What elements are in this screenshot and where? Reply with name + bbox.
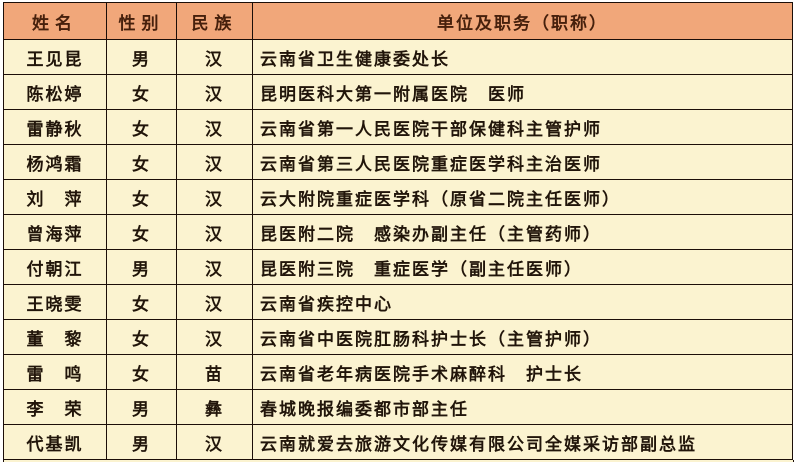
cell-ethnicity: 汉 (176, 74, 253, 110)
table-row: 雷静秋 女 汉 云南省第一人民医院干部保健科主管护师 (3, 109, 793, 145)
cell-unit: 云大附院重症医学科（原省二院主任医师） (252, 179, 793, 215)
cell-name: 王见昆 (3, 39, 107, 75)
cell-name: 雷 鸣 (3, 354, 107, 390)
roster-table: 姓名 性别 民族 单位及职务（职称） 王见昆 男 汉 云南省卫生健康委处长 陈松… (3, 2, 793, 460)
cell-gender: 女 (106, 74, 177, 110)
cell-name: 雷静秋 (3, 109, 107, 145)
cell-unit: 云南省中医院肛肠科护士长（主管护师） (252, 319, 793, 355)
table-row: 陈松婷 女 汉 昆明医科大第一附属医院 医师 (3, 74, 793, 110)
cell-ethnicity: 汉 (176, 284, 253, 320)
cell-gender: 女 (106, 144, 177, 180)
cell-gender: 男 (106, 424, 177, 460)
table-row: 代基凯 男 汉 云南就爱去旅游文化传媒有限公司全媒采访部副总监 (3, 424, 793, 460)
partial-next-row (3, 460, 794, 462)
cell-gender: 女 (106, 354, 177, 390)
cell-unit: 昆明医科大第一附属医院 医师 (252, 74, 793, 110)
cell-name: 刘 萍 (3, 179, 107, 215)
cell-gender: 女 (106, 284, 177, 320)
cell-gender: 男 (106, 389, 177, 425)
cell-ethnicity: 汉 (176, 179, 253, 215)
cell-unit: 云南省老年病医院手术麻醉科 护士长 (252, 354, 793, 390)
cell-ethnicity: 苗 (176, 354, 253, 390)
cell-ethnicity: 汉 (176, 249, 253, 285)
cell-name: 曾海萍 (3, 214, 107, 250)
cell-ethnicity: 汉 (176, 109, 253, 145)
cell-gender: 女 (106, 214, 177, 250)
cell-name: 代基凯 (3, 424, 107, 460)
cell-name: 董 黎 (3, 319, 107, 355)
column-header-ethnicity: 民族 (176, 2, 253, 40)
cell-gender: 女 (106, 319, 177, 355)
cell-ethnicity: 彝 (176, 389, 253, 425)
table-row: 雷 鸣 女 苗 云南省老年病医院手术麻醉科 护士长 (3, 354, 793, 390)
table-row: 王晓雯 女 汉 云南省疾控中心 (3, 284, 793, 320)
column-header-unit: 单位及职务（职称） (252, 2, 793, 40)
cell-ethnicity: 汉 (176, 319, 253, 355)
cell-ethnicity: 汉 (176, 144, 253, 180)
cell-unit: 云南省第三人民医院重症医学科主治医师 (252, 144, 793, 180)
cell-gender: 男 (106, 39, 177, 75)
table-row: 付朝江 男 汉 昆医附三院 重症医学（副主任医师） (3, 249, 793, 285)
header-row: 姓名 性别 民族 单位及职务（职称） (3, 2, 793, 40)
table-row: 曾海萍 女 汉 昆医附二院 感染办副主任（主管药师） (3, 214, 793, 250)
cell-name: 李 荣 (3, 389, 107, 425)
cell-unit: 云南省疾控中心 (252, 284, 793, 320)
cell-name: 陈松婷 (3, 74, 107, 110)
cell-gender: 女 (106, 179, 177, 215)
cell-gender: 男 (106, 249, 177, 285)
table-row: 董 黎 女 汉 云南省中医院肛肠科护士长（主管护师） (3, 319, 793, 355)
cell-unit: 云南省第一人民医院干部保健科主管护师 (252, 109, 793, 145)
cell-ethnicity: 汉 (176, 39, 253, 75)
cell-unit: 云南就爱去旅游文化传媒有限公司全媒采访部副总监 (252, 424, 793, 460)
table-row: 王见昆 男 汉 云南省卫生健康委处长 (3, 39, 793, 75)
table-row: 李 荣 男 彝 春城晚报编委都市部主任 (3, 389, 793, 425)
cell-ethnicity: 汉 (176, 214, 253, 250)
cell-unit: 云南省卫生健康委处长 (252, 39, 793, 75)
cell-unit: 春城晚报编委都市部主任 (252, 389, 793, 425)
cell-name: 付朝江 (3, 249, 107, 285)
table-row: 刘 萍 女 汉 云大附院重症医学科（原省二院主任医师） (3, 179, 793, 215)
column-header-name: 姓名 (3, 2, 107, 40)
cell-name: 杨鸿霜 (3, 144, 107, 180)
column-header-gender: 性别 (106, 2, 177, 40)
table-row: 杨鸿霜 女 汉 云南省第三人民医院重症医学科主治医师 (3, 144, 793, 180)
cell-unit: 昆医附三院 重症医学（副主任医师） (252, 249, 793, 285)
cell-unit: 昆医附二院 感染办副主任（主管药师） (252, 214, 793, 250)
cell-ethnicity: 汉 (176, 424, 253, 460)
cell-gender: 女 (106, 109, 177, 145)
cell-name: 王晓雯 (3, 284, 107, 320)
